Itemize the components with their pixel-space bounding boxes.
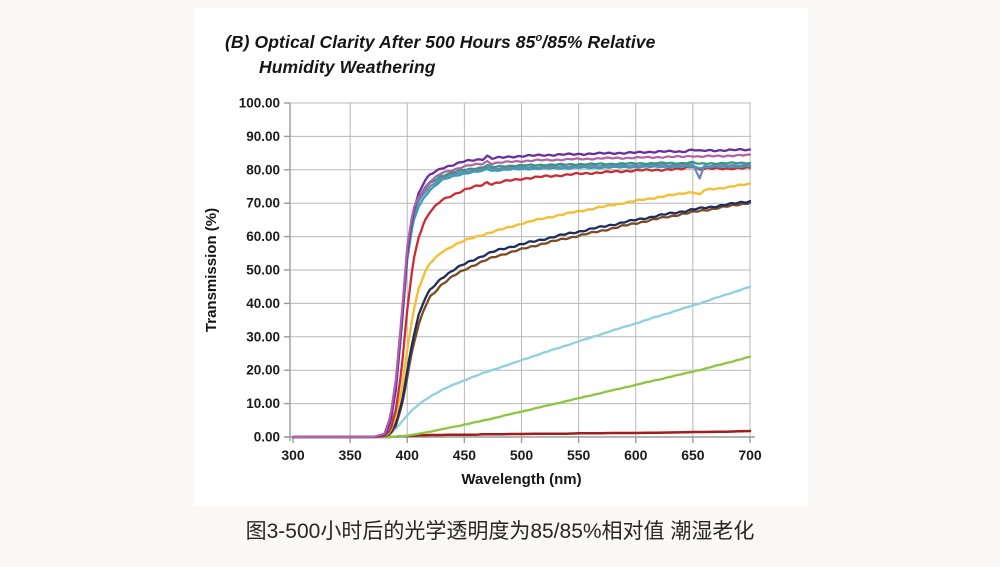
y-tick-label: 70.00: [246, 196, 280, 211]
figure-caption: 图3-500小时后的光学透明度为85/85%相对值 潮湿老化: [245, 520, 755, 543]
figure-panel: (B) Optical Clarity After 500 Hours 85o/…: [194, 8, 808, 506]
x-tick-label: 700: [738, 447, 762, 463]
x-tick-label: 450: [453, 447, 477, 463]
y-tick-label: 0.00: [254, 430, 280, 445]
x-tick-label: 550: [567, 447, 591, 463]
y-tick-label: 60.00: [246, 229, 280, 244]
y-tick-label: 30.00: [246, 329, 280, 344]
x-tick-label: 350: [338, 447, 362, 463]
series-magenta: [291, 153, 752, 439]
y-tick-label: 80.00: [246, 162, 280, 177]
x-axis-title: Wavelength (nm): [461, 471, 581, 488]
y-tick-label: 90.00: [246, 129, 280, 144]
x-tick-label: 500: [510, 447, 534, 463]
x-tick-label: 300: [281, 447, 305, 463]
chart-title-line1: (B) Optical Clarity After 500 Hours 85o/…: [225, 32, 656, 52]
x-tick-label: 600: [624, 447, 648, 463]
y-tick-label: 100.00: [239, 96, 280, 111]
chart-title-line2: Humidity Weathering: [259, 56, 436, 77]
y-tick-label: 10.00: [246, 396, 280, 411]
y-tick-label: 20.00: [246, 363, 280, 378]
degree-superscript: o: [535, 32, 543, 45]
x-tick-label: 650: [681, 447, 705, 463]
y-tick-label: 40.00: [246, 296, 280, 311]
y-axis-title: Transmission (%): [203, 208, 220, 332]
x-tick-label: 400: [396, 447, 420, 463]
chart-title: (B) Optical Clarity After 500 Hours 85o/…: [225, 30, 655, 79]
y-tick-label: 50.00: [246, 263, 280, 278]
chart-svg: 0.00 10.00 20.00 30.00 40.00 50.00 60.00 70.00 8…: [203, 96, 762, 489]
